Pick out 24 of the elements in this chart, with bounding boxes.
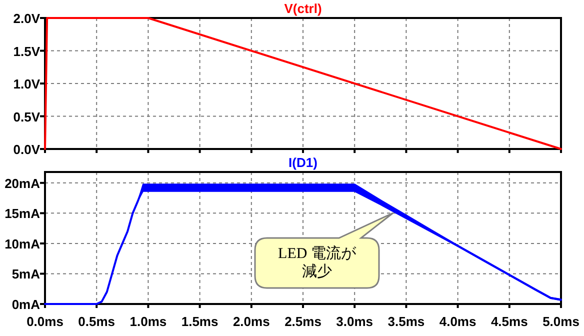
- y-tick-label: 15mA: [4, 206, 41, 222]
- x-tick-label: 0.5ms: [78, 314, 116, 329]
- y-tick-label: 0.5V: [13, 109, 40, 124]
- y-tick-label: 0mA: [12, 297, 41, 312]
- annotation: LED 電流が減少: [277, 245, 357, 281]
- x-tick-label: 4.0ms: [439, 314, 476, 329]
- x-tick-label: 3.5ms: [388, 314, 425, 329]
- text: V(ctrl): [284, 1, 322, 16]
- x-tick-label: 5.0ms: [542, 314, 580, 329]
- y-tick-label: 5mA: [12, 266, 41, 282]
- x-tick-label: 1.0ms: [130, 314, 167, 329]
- x-tick-label: 2.5ms: [284, 314, 322, 329]
- y-tick-label: 2.0V: [13, 11, 40, 26]
- x-tick-label: 0.0ms: [26, 314, 64, 329]
- y-tick-label: 1.5V: [13, 44, 40, 59]
- y-tick-label: 10mA: [4, 236, 41, 252]
- y-tick-label: 20mA: [4, 176, 41, 191]
- x-tick-label: 4.5ms: [490, 314, 528, 329]
- x-tick-label: 2.0ms: [232, 314, 270, 329]
- x-tick-label: 3.0ms: [336, 314, 374, 329]
- y-tick-label: 1.0V: [13, 76, 40, 92]
- x-tick-label: 1.5ms: [181, 314, 218, 329]
- series-label: I(D1): [288, 155, 318, 170]
- y-tick-label: 0.0V: [13, 142, 40, 157]
